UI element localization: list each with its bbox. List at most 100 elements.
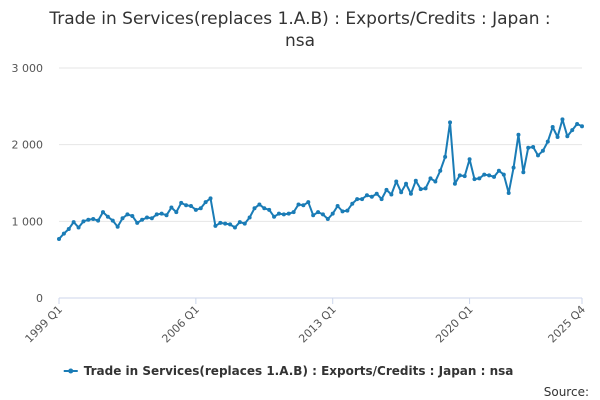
data-point bbox=[144, 215, 149, 220]
data-point bbox=[320, 212, 325, 217]
data-point bbox=[433, 179, 438, 184]
y-tick-label: 3 000 bbox=[12, 62, 44, 75]
data-point bbox=[154, 212, 159, 217]
data-point bbox=[267, 207, 272, 212]
data-point bbox=[516, 132, 521, 137]
data-point bbox=[66, 227, 71, 231]
data-point bbox=[281, 212, 286, 217]
data-point bbox=[223, 221, 228, 226]
data-point bbox=[135, 220, 140, 225]
data-point bbox=[57, 236, 61, 241]
data-point bbox=[399, 190, 404, 195]
data-point bbox=[550, 125, 555, 130]
data-point bbox=[545, 139, 550, 144]
data-point bbox=[360, 197, 365, 202]
data-point bbox=[316, 210, 321, 215]
data-point bbox=[100, 210, 105, 215]
data-point bbox=[364, 193, 369, 198]
legend-label: Trade in Services(replaces 1.A.B) : Expo… bbox=[84, 364, 514, 378]
data-point bbox=[457, 173, 462, 178]
data-point bbox=[276, 211, 281, 216]
data-point bbox=[448, 120, 453, 125]
data-point bbox=[237, 220, 242, 225]
data-point bbox=[496, 168, 501, 173]
legend-marker-symbol bbox=[68, 368, 74, 374]
x-tick-label: 2006 Q1 bbox=[159, 303, 202, 346]
x-tick-label: 2020 Q1 bbox=[433, 303, 476, 346]
data-point bbox=[355, 197, 360, 202]
y-tick-label: 0 bbox=[36, 292, 43, 305]
data-point bbox=[443, 154, 448, 159]
data-point bbox=[428, 176, 433, 181]
data-point bbox=[570, 128, 575, 133]
data-point bbox=[418, 187, 423, 192]
data-point bbox=[345, 208, 350, 213]
data-point bbox=[120, 216, 125, 221]
data-point bbox=[272, 214, 277, 219]
data-point bbox=[291, 210, 296, 215]
data-point bbox=[169, 205, 174, 210]
data-point bbox=[311, 213, 316, 218]
data-point bbox=[61, 231, 66, 236]
y-tick-label: 2 000 bbox=[12, 139, 44, 152]
data-point bbox=[501, 172, 506, 177]
data-point bbox=[296, 202, 301, 207]
data-point bbox=[198, 206, 203, 211]
data-point bbox=[71, 220, 76, 225]
data-point bbox=[389, 192, 394, 197]
data-point bbox=[188, 204, 193, 208]
data-point bbox=[257, 202, 262, 207]
data-point bbox=[394, 179, 399, 184]
data-point bbox=[565, 134, 570, 139]
data-point bbox=[218, 220, 223, 225]
data-point bbox=[540, 148, 545, 153]
data-point bbox=[482, 172, 487, 177]
data-point bbox=[452, 181, 457, 186]
data-point bbox=[555, 135, 560, 139]
data-point bbox=[228, 222, 233, 227]
data-point bbox=[105, 214, 110, 219]
data-point bbox=[384, 187, 389, 192]
data-point bbox=[580, 124, 584, 129]
data-point bbox=[164, 213, 169, 218]
data-point bbox=[203, 200, 208, 205]
data-point bbox=[438, 168, 443, 173]
data-point bbox=[262, 206, 267, 211]
data-point bbox=[96, 218, 101, 223]
data-point bbox=[179, 200, 184, 205]
data-point bbox=[91, 217, 96, 222]
data-point bbox=[76, 225, 81, 230]
x-tick-label: 1999 Q1 bbox=[23, 303, 66, 346]
data-point bbox=[531, 144, 536, 149]
data-point bbox=[477, 176, 482, 181]
data-point bbox=[115, 224, 120, 229]
data-point bbox=[462, 174, 467, 179]
data-point bbox=[521, 170, 526, 175]
data-point bbox=[511, 165, 516, 170]
data-point bbox=[379, 197, 384, 202]
data-point bbox=[492, 174, 497, 179]
data-point bbox=[350, 201, 355, 206]
data-point bbox=[130, 213, 135, 218]
data-point bbox=[149, 216, 154, 221]
data-point bbox=[247, 215, 252, 220]
data-point bbox=[340, 209, 345, 214]
data-point bbox=[193, 207, 198, 212]
data-point bbox=[242, 221, 247, 226]
data-point bbox=[286, 211, 291, 216]
data-point bbox=[159, 211, 164, 216]
data-point bbox=[306, 200, 311, 205]
data-point bbox=[526, 145, 531, 150]
data-point bbox=[506, 190, 511, 195]
y-tick-label: 1 000 bbox=[12, 215, 44, 228]
data-point bbox=[575, 121, 580, 126]
data-point bbox=[374, 191, 379, 196]
data-point bbox=[560, 117, 565, 122]
data-point bbox=[423, 186, 428, 191]
data-point bbox=[125, 212, 130, 217]
data-point bbox=[232, 225, 237, 230]
data-point bbox=[325, 217, 330, 222]
x-tick-label: 2025 Q4 bbox=[546, 303, 589, 346]
